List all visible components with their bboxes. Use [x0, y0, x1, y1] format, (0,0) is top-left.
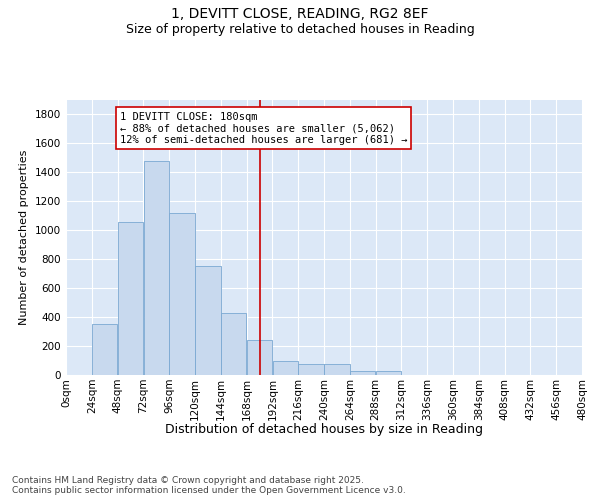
Bar [143, 161, 169, 375]
Text: Size of property relative to detached houses in Reading: Size of property relative to detached ho… [125, 22, 475, 36]
Bar [247, 340, 272, 375]
Bar [272, 360, 298, 375]
Bar [169, 213, 195, 375]
X-axis label: Distribution of detached houses by size in Reading: Distribution of detached houses by size … [165, 422, 483, 436]
Text: Contains HM Land Registry data © Crown copyright and database right 2025.
Contai: Contains HM Land Registry data © Crown c… [12, 476, 406, 495]
Bar [324, 364, 350, 375]
Bar [376, 370, 401, 375]
Bar [195, 266, 221, 375]
Bar [350, 370, 376, 375]
Y-axis label: Number of detached properties: Number of detached properties [19, 150, 29, 325]
Text: 1, DEVITT CLOSE, READING, RG2 8EF: 1, DEVITT CLOSE, READING, RG2 8EF [171, 8, 429, 22]
Bar [92, 324, 118, 375]
Bar [118, 222, 143, 375]
Text: 1 DEVITT CLOSE: 180sqm
← 88% of detached houses are smaller (5,062)
12% of semi-: 1 DEVITT CLOSE: 180sqm ← 88% of detached… [120, 112, 407, 145]
Bar [221, 313, 247, 375]
Bar [298, 364, 324, 375]
